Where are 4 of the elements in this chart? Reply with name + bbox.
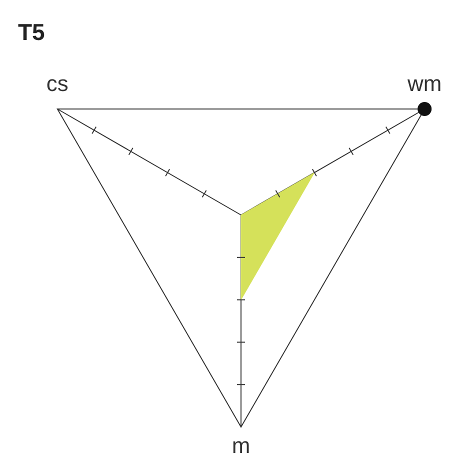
spoke-label: wm bbox=[406, 71, 442, 96]
spoke-label: m bbox=[232, 433, 250, 458]
chart-title: T5 bbox=[18, 19, 46, 45]
spoke-label: cs bbox=[46, 71, 68, 96]
